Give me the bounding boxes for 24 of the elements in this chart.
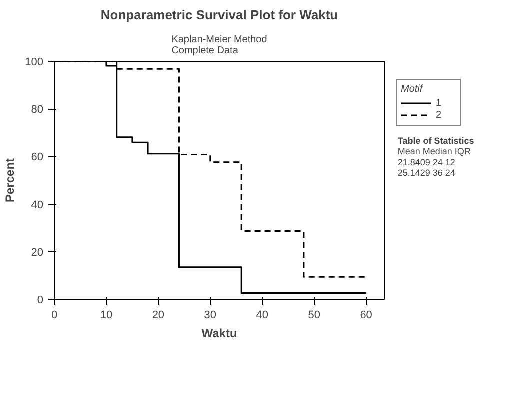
x-tick-label: 50 xyxy=(308,310,320,322)
y-tick-label: 0 xyxy=(37,294,44,306)
x-tick-label: 30 xyxy=(204,310,217,322)
y-tick-label: 80 xyxy=(31,104,44,116)
x-tick-label: 10 xyxy=(100,310,113,322)
text: Mean Median IQR xyxy=(398,146,472,157)
x-axis-title: Waktu xyxy=(202,326,238,340)
x-tick-label: 40 xyxy=(256,310,269,322)
x-tick-label: 0 xyxy=(51,310,58,322)
y-tick-label: 100 xyxy=(25,56,44,68)
x-tick-label: 20 xyxy=(152,310,165,322)
text: Table of Statistics xyxy=(398,136,474,146)
y-axis-title: Percent xyxy=(3,158,18,203)
text: 21.8409 24 12 xyxy=(398,157,456,168)
text: 25.1429 36 24 xyxy=(398,168,456,178)
chart-subtitle: Kaplan-Meier Method Complete Data xyxy=(172,34,268,56)
y-tick-label: 20 xyxy=(31,246,44,259)
legend-title: Motif xyxy=(401,84,424,95)
legend-label: 2 xyxy=(436,109,443,121)
chart-title: Nonparametric Survival Plot for Waktu xyxy=(100,8,338,22)
legend-label: 1 xyxy=(436,97,443,109)
x-tick-label: 60 xyxy=(360,310,372,322)
y-tick-label: 60 xyxy=(31,152,44,164)
y-tick-label: 40 xyxy=(31,199,44,212)
